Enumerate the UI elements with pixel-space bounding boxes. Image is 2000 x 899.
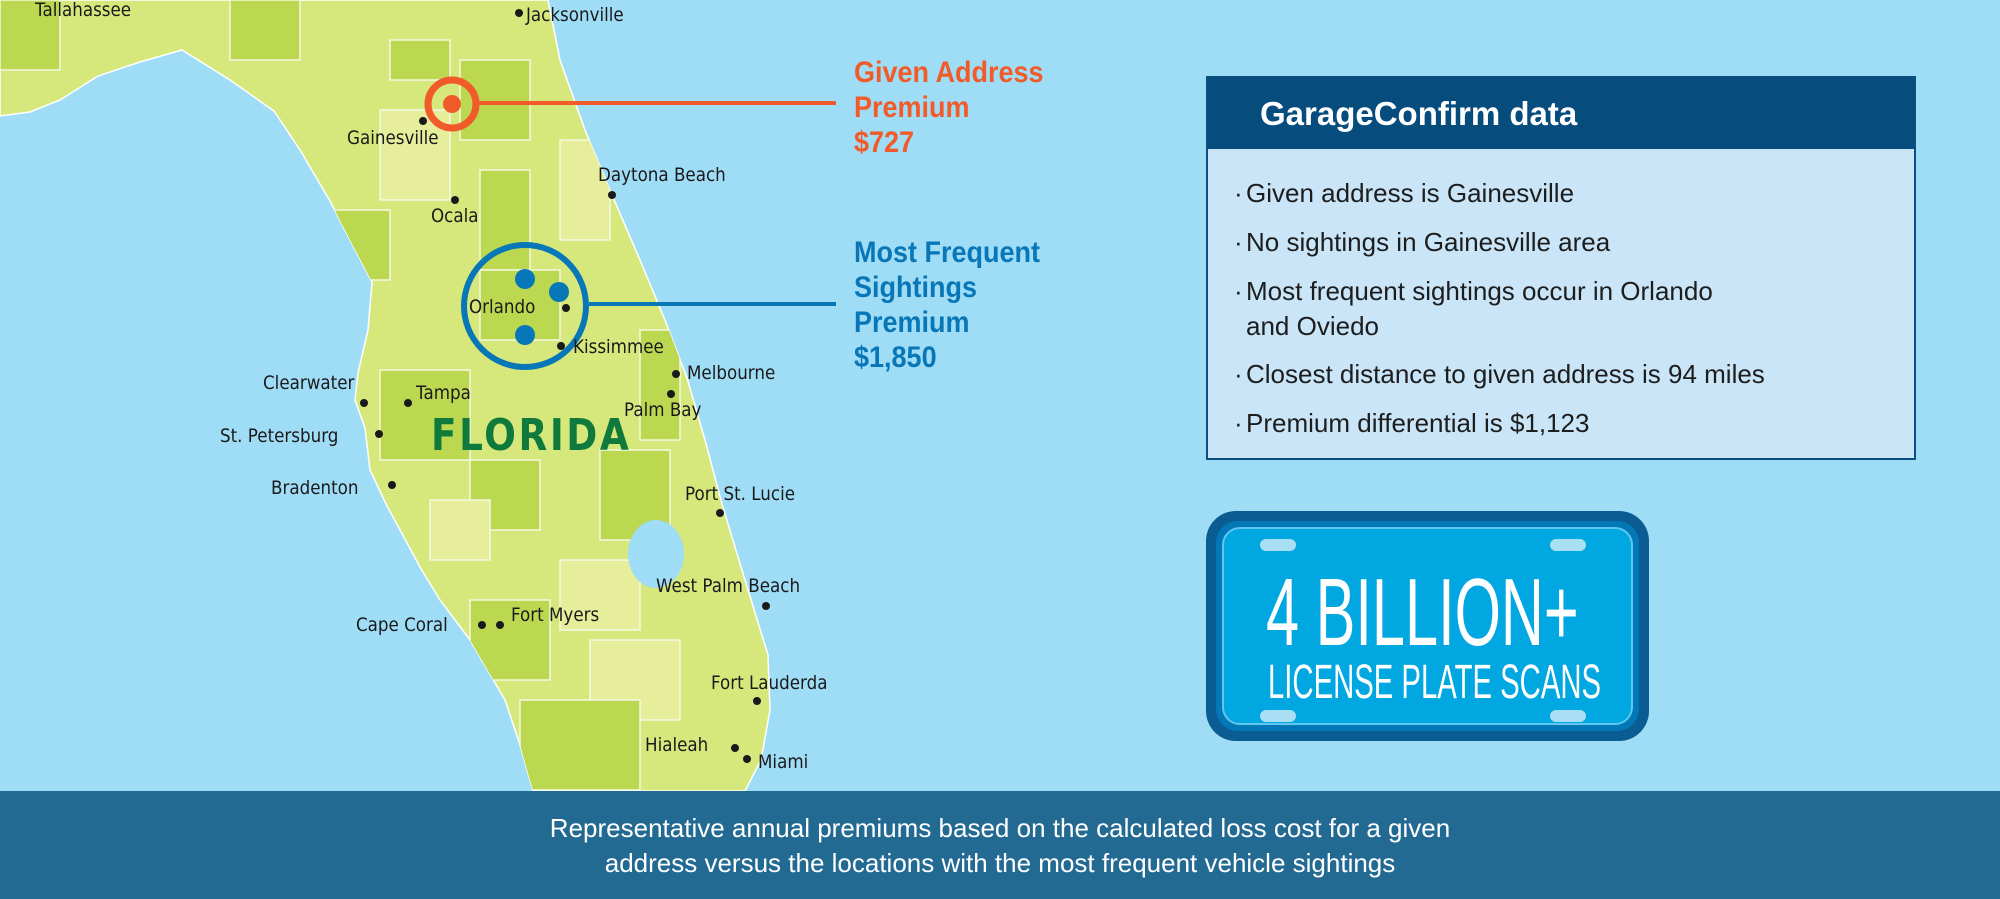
city-dot bbox=[388, 481, 396, 489]
bullet-item: · Most frequent sightings occur in Orland… bbox=[1234, 276, 1713, 306]
given-address-marker bbox=[424, 76, 836, 132]
frequent-title-line2: Sightings bbox=[854, 271, 977, 304]
land bbox=[0, 0, 771, 792]
bullet-item-continuation: and Oviedo bbox=[1246, 311, 1379, 341]
city-label-orlando: Orlando bbox=[469, 296, 536, 318]
city-label-daytona-beach: Daytona Beach bbox=[598, 164, 726, 186]
city-dot bbox=[667, 390, 675, 398]
given-address-premium: $727 bbox=[854, 126, 915, 159]
city-label-st-petersburg: St. Petersburg bbox=[220, 425, 339, 447]
license-plate-graphic: 4 BILLION+ LICENSE PLATE SCANS bbox=[1206, 511, 1649, 741]
city-dot bbox=[451, 196, 459, 204]
given-address-title: Given Address bbox=[854, 56, 1044, 89]
city-dot bbox=[672, 370, 680, 378]
city-label-clearwater: Clearwater bbox=[263, 372, 355, 394]
city-dot bbox=[557, 342, 565, 350]
plate-slot bbox=[1550, 710, 1586, 722]
city-label-tallahassee: Tallahassee bbox=[35, 0, 132, 21]
city-label-kissimmee: Kissimmee bbox=[573, 336, 664, 358]
plate-slot bbox=[1550, 539, 1586, 551]
city-label-jacksonville: Jacksonville bbox=[526, 4, 624, 26]
state-label: FLORIDA bbox=[431, 410, 632, 461]
garageconfirm-panel: GarageConfirm data · Given address is Gai… bbox=[1206, 76, 1916, 460]
city-dot bbox=[515, 9, 523, 17]
city-label-palm-bay: Palm Bay bbox=[624, 399, 702, 421]
city-dot bbox=[562, 304, 570, 312]
city-dot bbox=[496, 621, 504, 629]
frequent-premium: $1,850 bbox=[854, 341, 937, 374]
city-dot bbox=[731, 744, 739, 752]
city-dot bbox=[753, 697, 761, 705]
city-dot bbox=[762, 602, 770, 610]
city-dot bbox=[716, 509, 724, 517]
bullet-item: · No sightings in Gainesville area bbox=[1234, 227, 1611, 257]
city-label-cape-coral: Cape Coral bbox=[356, 614, 448, 636]
footer-line-1: Representative annual premiums based on … bbox=[549, 813, 1451, 843]
frequent-sightings-marker bbox=[461, 242, 836, 370]
city-dot bbox=[419, 117, 427, 125]
given-address-subtitle: Premium bbox=[854, 91, 970, 124]
city-label-west-palm-beach: West Palm Beach bbox=[656, 575, 801, 597]
city-label-fort-lauderdale: Fort Lauderda bbox=[711, 672, 828, 694]
bullet-item: · Closest distance to given address is 94… bbox=[1234, 359, 1765, 389]
city-dot bbox=[375, 430, 383, 438]
city-label-gainesville: Gainesville bbox=[347, 127, 439, 149]
footer-line-2: address versus the locations with the mo… bbox=[604, 848, 1396, 878]
city-label-bradenton: Bradenton bbox=[271, 477, 359, 499]
city-dot bbox=[360, 399, 368, 407]
city-label-melbourne: Melbourne bbox=[687, 362, 776, 384]
city-label-ocala: Ocala bbox=[431, 205, 479, 227]
plate-slot bbox=[1260, 710, 1296, 722]
frequent-title-line3: Premium bbox=[854, 306, 970, 339]
city-label-miami: Miami bbox=[758, 751, 809, 773]
city-dot bbox=[478, 621, 486, 629]
city-label-hialeah: Hialeah bbox=[645, 734, 709, 756]
city-label-tampa: Tampa bbox=[416, 382, 471, 404]
plate-headline: 4 BILLION+ bbox=[1266, 559, 1579, 666]
city-dot bbox=[404, 399, 412, 407]
given-address-callout: Given Address Premium $727 bbox=[854, 55, 1044, 160]
city-label-port-st-lucie: Port St. Lucie bbox=[685, 483, 796, 505]
plate-subline: LICENSE PLATE SCANS bbox=[1268, 656, 1602, 709]
city-label-fort-myers: Fort Myers bbox=[511, 604, 600, 626]
bullet-item: · Premium differential is $1,123 bbox=[1234, 408, 1590, 438]
plate-slot bbox=[1260, 539, 1296, 551]
frequent-title-line1: Most Frequent bbox=[854, 236, 1041, 269]
bullet-item: · Given address is Gainesville bbox=[1234, 178, 1575, 208]
city-dot bbox=[743, 755, 751, 763]
frequent-sightings-callout: Most Frequent Sightings Premium $1,850 bbox=[854, 235, 1040, 375]
panel-title: GarageConfirm data bbox=[1208, 78, 1914, 149]
city-dot bbox=[608, 191, 616, 199]
footer-caption: Representative annual premiums based on … bbox=[0, 791, 2000, 899]
